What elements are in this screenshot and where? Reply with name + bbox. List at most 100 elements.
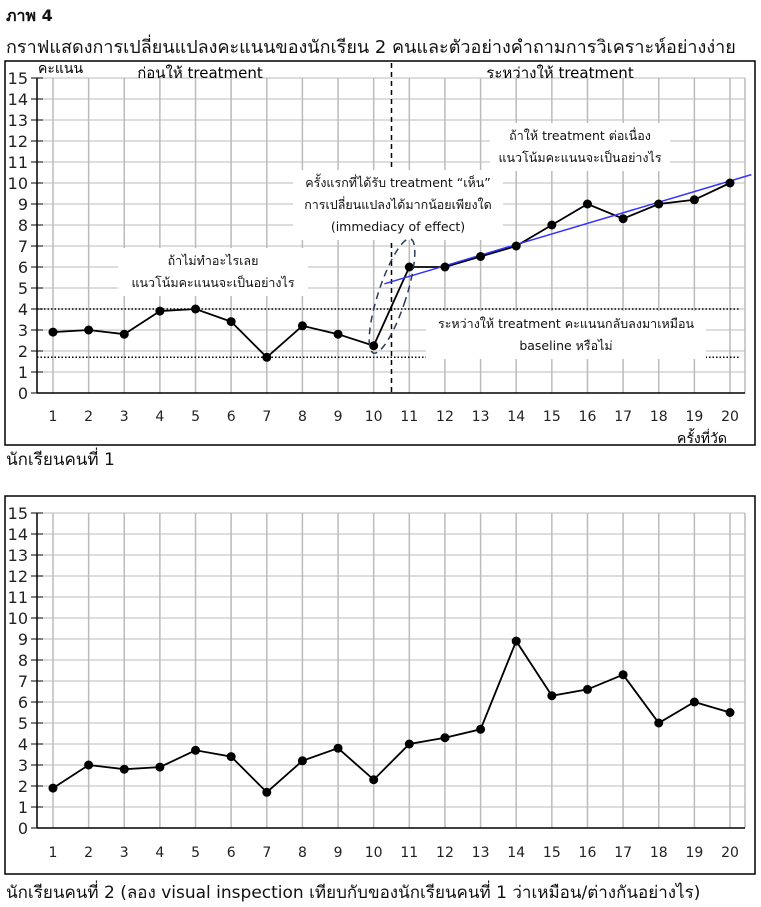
immediacy-ellipse bbox=[368, 238, 416, 354]
data-point bbox=[191, 745, 201, 755]
x-tick-label: 11 bbox=[400, 845, 418, 861]
data-point bbox=[440, 262, 450, 272]
y-tick-label: 3 bbox=[18, 321, 28, 340]
data-point bbox=[226, 317, 236, 327]
y-tick-label: 10 bbox=[8, 609, 28, 628]
annotation-text: (immediacy of effect) bbox=[331, 219, 465, 234]
data-point bbox=[440, 733, 450, 743]
y-tick-label: 2 bbox=[18, 342, 28, 361]
data-point bbox=[476, 724, 486, 734]
annotation-text: ครั้งแรกที่ได้รับ treatment “เห็น” bbox=[305, 173, 490, 190]
data-point bbox=[119, 329, 129, 339]
x-tick-label: 2 bbox=[84, 409, 93, 425]
data-point bbox=[262, 352, 272, 362]
y-tick-label: 12 bbox=[8, 567, 28, 586]
data-point bbox=[262, 787, 272, 797]
x-tick-label: 19 bbox=[685, 845, 703, 861]
x-tick-label: 16 bbox=[579, 409, 597, 425]
data-point bbox=[725, 178, 735, 188]
chart2-caption: นักเรียนคนที่ 2 (ลอง visual inspection เ… bbox=[6, 883, 701, 903]
x-tick-label: 9 bbox=[334, 409, 343, 425]
data-point bbox=[654, 718, 664, 728]
data-point bbox=[155, 762, 165, 772]
data-point bbox=[547, 220, 557, 230]
x-tick-label: 20 bbox=[721, 845, 739, 861]
x-tick-label: 7 bbox=[262, 409, 271, 425]
x-tick-label: 8 bbox=[298, 845, 307, 861]
phase-label-baseline: ก่อนให้ treatment bbox=[137, 64, 263, 82]
y-tick-label: 11 bbox=[8, 588, 28, 607]
figure-label: ภาพ 4 bbox=[6, 6, 53, 25]
y-tick-label: 14 bbox=[8, 90, 28, 109]
y-tick-label: 7 bbox=[18, 237, 28, 256]
annotation-bg bbox=[293, 170, 503, 240]
x-tick-label: 8 bbox=[298, 409, 307, 425]
y-tick-label: 1 bbox=[18, 798, 28, 817]
annotation-text: ถ้าให้ treatment ต่อเนื่อง bbox=[509, 127, 651, 143]
data-point bbox=[369, 341, 379, 351]
y-tick-label: 2 bbox=[18, 777, 28, 796]
data-point bbox=[369, 775, 379, 785]
data-point bbox=[297, 756, 307, 766]
data-point bbox=[654, 199, 664, 209]
figure-title: กราฟแสดงการเปลี่ยนแปลงคะแนนของนักเรียน 2… bbox=[6, 37, 736, 58]
y-tick-label: 15 bbox=[8, 504, 28, 523]
data-point bbox=[618, 214, 628, 224]
data-point bbox=[404, 262, 414, 272]
y-tick-label: 14 bbox=[8, 525, 28, 544]
y-tick-label: 13 bbox=[8, 111, 28, 130]
data-point bbox=[333, 743, 343, 753]
x-tick-label: 5 bbox=[191, 409, 200, 425]
x-tick-label: 10 bbox=[365, 409, 383, 425]
data-point bbox=[582, 684, 592, 694]
data-point bbox=[191, 304, 201, 314]
data-point bbox=[226, 752, 236, 762]
annotation-bg bbox=[426, 311, 706, 359]
y-tick-label: 9 bbox=[18, 195, 28, 214]
x-tick-label: 9 bbox=[334, 845, 343, 861]
x-tick-label: 5 bbox=[191, 845, 200, 861]
x-tick-label: 1 bbox=[49, 409, 58, 425]
series-line bbox=[52, 639, 731, 794]
x-tick-label: 3 bbox=[120, 409, 129, 425]
x-tick-label: 17 bbox=[614, 409, 632, 425]
data-point bbox=[618, 670, 628, 680]
annotation-text: แนวโน้มคะแนนจะเป็นอย่างไร bbox=[131, 275, 294, 290]
x-tick-label: 10 bbox=[365, 845, 383, 861]
y-tick-label: 5 bbox=[18, 279, 28, 298]
data-point bbox=[476, 252, 486, 261]
annotation-text: ระหว่างให้ treatment คะแนนกลับลงมาเหมือน bbox=[438, 316, 694, 331]
data-point bbox=[404, 739, 414, 749]
x-tick-label: 2 bbox=[84, 845, 93, 861]
data-point bbox=[297, 321, 307, 331]
y-tick-label: 15 bbox=[8, 69, 28, 88]
data-point bbox=[119, 764, 129, 774]
data-point bbox=[689, 195, 699, 205]
x-tick-label: 12 bbox=[436, 845, 454, 861]
x-tick-label: 6 bbox=[227, 845, 236, 861]
data-point bbox=[84, 325, 94, 335]
x-tick-label: 4 bbox=[155, 409, 164, 425]
x-tick-label: 11 bbox=[400, 409, 418, 425]
y-tick-label: 6 bbox=[18, 258, 28, 277]
data-point bbox=[511, 241, 521, 251]
y-tick-label: 1 bbox=[18, 363, 28, 382]
x-tick-label: 4 bbox=[155, 845, 164, 861]
y-tick-label: 0 bbox=[18, 384, 28, 403]
x-tick-label: 3 bbox=[120, 845, 129, 861]
y-tick-label: 9 bbox=[18, 630, 28, 649]
x-tick-label: 16 bbox=[579, 845, 597, 861]
y-tick-label: 12 bbox=[8, 132, 28, 151]
phase-label-treatment: ระหว่างให้ treatment bbox=[486, 64, 634, 82]
annotation-text: การเปลี่ยนแปลงได้มากน้อยเพียงใด bbox=[304, 196, 492, 212]
data-point bbox=[582, 199, 592, 209]
y-tick-label: 11 bbox=[8, 153, 28, 172]
chart1-caption: นักเรียนคนที่ 1 bbox=[6, 450, 115, 470]
series-line bbox=[52, 182, 731, 359]
y-tick-label: 0 bbox=[18, 819, 28, 838]
data-point bbox=[48, 327, 58, 337]
chart2-frame bbox=[4, 495, 756, 875]
data-point bbox=[155, 306, 165, 316]
